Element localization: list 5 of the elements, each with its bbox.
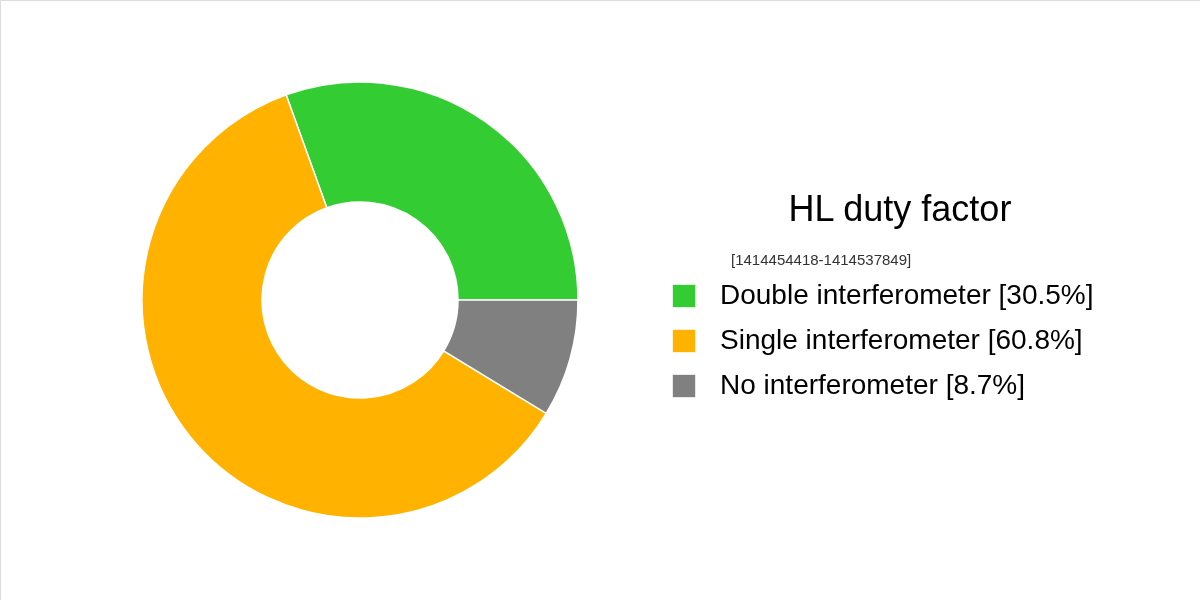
legend-label: No interferometer [8.7%] [720,369,1026,400]
text: HL duty factor [788,188,1012,229]
text: [1414454418-1414537849] [731,251,912,268]
legend-label: Double interferometer [30.5%] [720,279,1094,310]
legend-label: Single interferometer [60.8%] [720,324,1083,355]
